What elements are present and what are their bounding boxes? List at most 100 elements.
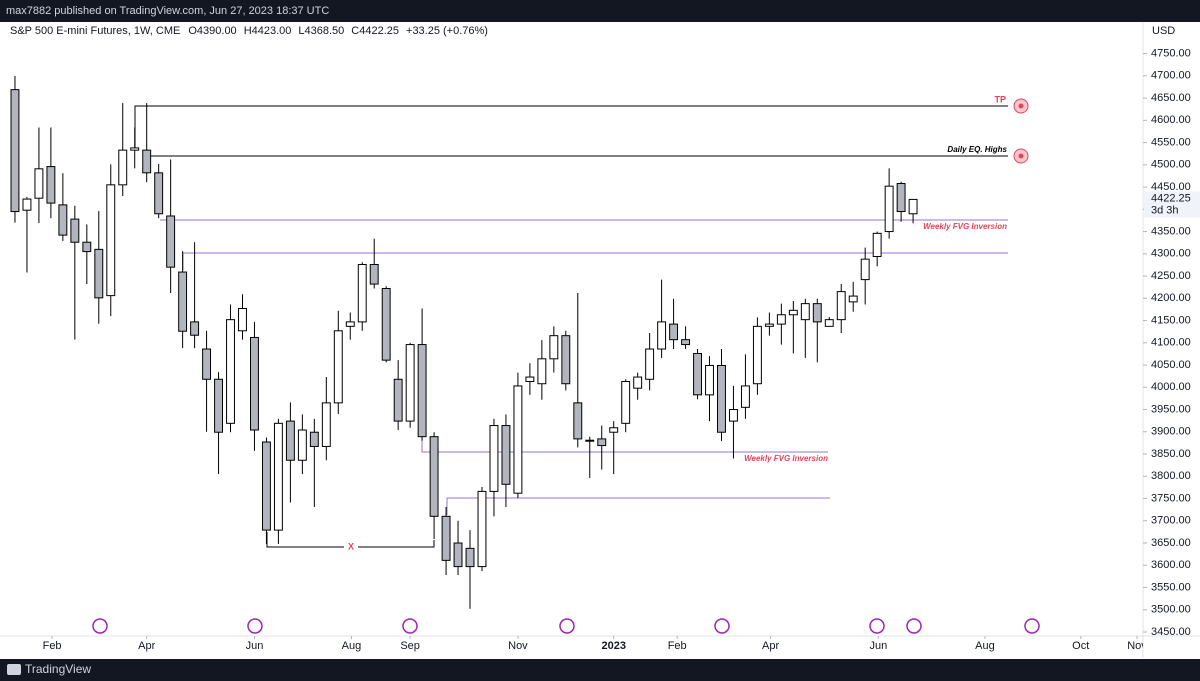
candle-body [297,429,307,461]
x-tick-label: Apr [762,640,779,652]
candle-body [46,166,56,204]
candle-body [345,321,355,327]
annotation: Daily EQ. Highs [947,145,1007,154]
candle-body [513,385,523,494]
currency-label: USD [1152,25,1175,37]
candle-body [238,308,247,332]
y-tick-label: 4350.00 [1151,225,1191,237]
fvg-line [182,252,1008,270]
y-tick-label: 3700.00 [1151,515,1191,527]
candle-body [369,263,379,285]
x-tick-label: Feb [668,640,687,652]
tp-line [134,105,1008,150]
event-icon[interactable] [1024,618,1040,634]
x-tick-label: Apr [138,640,155,652]
candle-body [214,378,223,433]
candle-body [908,198,918,215]
event-icon[interactable] [559,618,575,634]
candle-body [621,381,631,424]
candle-body [82,241,92,253]
y-tick-label: 4000.00 [1151,381,1191,393]
candle-body [657,321,667,350]
candle-body [190,321,200,336]
y-tick-label: 4750.00 [1151,47,1191,59]
x-label-bg [344,541,358,553]
legend: S&P 500 E-mini Futures, 1W, CME O4390.00… [10,25,488,37]
event-icon[interactable] [906,618,922,634]
candle-body [740,385,750,408]
candle-body [729,409,738,422]
y-tick-label: 4300.00 [1151,248,1191,260]
candle-body [58,204,68,236]
candle-body [717,364,726,433]
y-tick-label: 4500.00 [1151,159,1191,171]
time-axis: Feb Apr Jun Aug Sep Nov 2023 Feb Apr Jun Aug Oct Nov [43,636,1143,652]
annotation: Weekly FVG Inversion [923,222,1007,231]
candle-body [166,215,176,268]
ohlc-label: O4390.00 [188,25,236,37]
x-tick-label: Nov [508,640,528,652]
candle-body [597,438,607,447]
y-tick-label: 3950.00 [1151,403,1191,415]
candle-body [609,427,619,433]
candle-body [669,323,679,341]
x-tick-label: Aug [342,640,362,652]
event-icon[interactable] [714,618,730,634]
price-label: 4422.25 [1151,192,1191,204]
candle-body [261,441,271,531]
candle-body [848,295,858,303]
event-icons [92,618,1040,634]
y-tick-label: 3600.00 [1151,559,1191,571]
candle-body [633,376,643,389]
candle-body [10,89,20,213]
candle-body [489,425,499,492]
candle-body [477,490,487,568]
candle-body [381,288,391,361]
y-tick-label: 4050.00 [1151,359,1191,371]
event-icon[interactable] [869,618,885,634]
event-icon[interactable] [402,618,418,634]
candle-body [142,149,152,174]
annotation: X [348,541,354,551]
candle-body [202,348,212,380]
candle-body [22,198,32,211]
candle-body [429,436,439,517]
candle-body [896,183,906,213]
candle-body [549,335,559,360]
candle-body [693,352,702,396]
candle-body [561,335,571,385]
candle-body [705,364,714,396]
candle-body [405,344,415,422]
candle-body [106,184,116,297]
x-tick-label: Sep [400,640,420,652]
candle-body [884,185,894,233]
candle-body [154,172,164,215]
candle-body [118,149,128,186]
y-tick-label: 4250.00 [1151,270,1191,282]
candle-body [94,248,104,299]
eye-icon [1013,148,1029,164]
candle-body [417,344,427,438]
candles [10,75,918,609]
candle-body [285,420,295,461]
event-icon[interactable] [92,618,108,634]
ohlc-label: C4422.25 [351,25,399,37]
y-tick-label: 4650.00 [1151,92,1191,104]
candle-body [836,291,846,321]
candle-body [130,147,140,151]
x-tick-label: Oct [1072,640,1089,652]
price-label-box [1144,191,1200,218]
x-tick-label: 2023 [601,640,625,652]
candle-body [752,325,762,385]
x-tick-label: Feb [43,640,62,652]
ohlc-label: L4368.50 [298,25,344,37]
candle-body [273,422,283,531]
candle-body [860,258,870,281]
event-icon[interactable] [247,618,263,634]
drawings [134,98,1029,553]
y-tick-label: 4150.00 [1151,314,1191,326]
y-tick-label: 3800.00 [1151,470,1191,482]
